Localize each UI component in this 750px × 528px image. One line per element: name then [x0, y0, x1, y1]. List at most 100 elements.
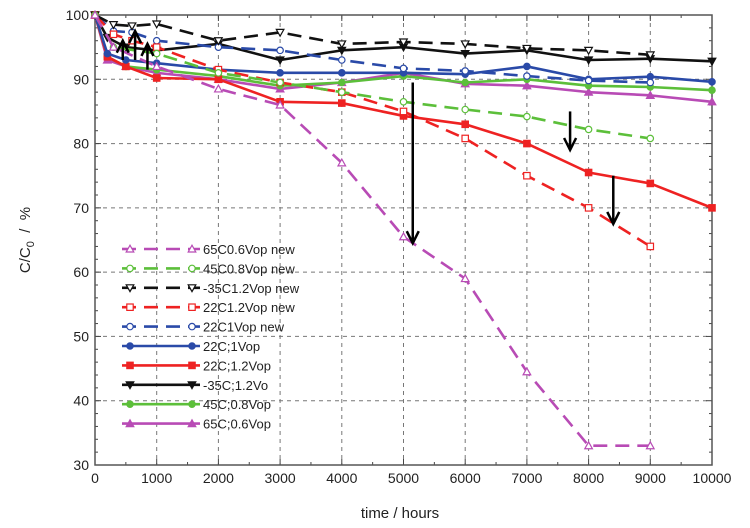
data-point: [646, 134, 655, 143]
y-tick-label: 70: [73, 200, 89, 216]
x-tick-label: 1000: [141, 470, 172, 486]
y-tick-label: 60: [73, 264, 89, 280]
data-point: [338, 99, 346, 107]
x-tick-label: 9000: [635, 470, 666, 486]
legend-label: -35C1.2Vop new: [203, 281, 300, 296]
y-tick-label: 50: [73, 328, 89, 344]
series-line: [94, 14, 651, 84]
data-point: [522, 44, 532, 54]
arrow-down-icon: [606, 175, 621, 227]
y-axis-label: C/C0 / %: [17, 207, 37, 273]
y-tick-label: 40: [73, 393, 89, 409]
data-point: [645, 51, 656, 60]
data-point: [275, 28, 285, 38]
data-point: [461, 105, 470, 114]
annotations: [115, 28, 621, 247]
series--35c1-2vop-new: [90, 11, 656, 60]
data-point: [398, 38, 409, 48]
data-point: [707, 96, 717, 106]
data-point: [125, 418, 135, 428]
data-point: [108, 42, 119, 51]
data-point: [151, 20, 162, 30]
arrow-head: [115, 37, 130, 54]
data-point: [523, 72, 531, 80]
data-point: [460, 40, 471, 49]
legend-entry: 65C0.6Vop new: [122, 242, 295, 257]
legend-label: 22C1.2Vop new: [203, 300, 295, 315]
legend-label: -35C;1.2Vo: [203, 378, 268, 393]
data-point: [522, 366, 532, 376]
legend-label: 45C0.8Vop new: [203, 261, 295, 276]
legend: 65C0.6Vop new 45C0.8Vop new -35C1.2Vop new…: [122, 242, 300, 432]
data-point: [276, 69, 284, 77]
arrow-up-icon: [115, 37, 130, 60]
data-point: [125, 243, 135, 253]
data-point: [188, 322, 196, 331]
data-point: [584, 204, 593, 212]
data-point: [460, 49, 471, 59]
data-point: [337, 88, 346, 96]
legend-label: 65C0.6Vop new: [203, 242, 295, 257]
legend-entry: 65C;0.6Vop: [122, 417, 271, 432]
data-point: [399, 107, 408, 116]
data-point: [188, 303, 196, 312]
plot-frame: [94, 14, 713, 466]
x-axis-label: time / hours: [361, 505, 439, 522]
data-point: [122, 62, 130, 71]
x-tick-label: 7000: [511, 470, 542, 486]
arrow-head: [127, 28, 143, 44]
data-point: [645, 90, 656, 99]
data-point: [126, 264, 134, 273]
data-point: [399, 64, 408, 73]
data-point: [584, 168, 593, 177]
data-point: [275, 56, 285, 66]
x-tick-label: 10000: [693, 470, 732, 486]
data-point: [152, 43, 161, 51]
data-point: [461, 78, 470, 87]
data-point: [152, 36, 161, 45]
data-point: [152, 74, 161, 82]
x-tick-label: 8000: [573, 470, 604, 486]
x-tick-label: 6000: [450, 470, 481, 486]
data-point: [646, 78, 655, 87]
data-point: [523, 139, 531, 148]
data-point: [337, 69, 346, 77]
arrow-head: [405, 230, 420, 247]
data-point: [214, 69, 223, 77]
data-point: [337, 78, 346, 87]
arrow-head: [562, 137, 578, 153]
data-point: [337, 56, 346, 64]
data-point: [708, 86, 716, 95]
data-point: [275, 99, 285, 109]
legend-entry: 22C1Vop new: [122, 320, 285, 335]
data-point: [276, 46, 284, 55]
x-tick-label: 3000: [265, 470, 296, 486]
series-line: [94, 14, 651, 248]
legend-entry: 22C;1.2Vop: [122, 358, 271, 373]
data-point: [126, 342, 134, 350]
data-point: [583, 87, 594, 96]
data-point: [188, 400, 196, 409]
legend-label: 22C1Vop new: [203, 320, 285, 335]
data-point: [213, 37, 224, 46]
legend-label: 45C;0.8Vop: [203, 397, 271, 412]
data-point: [708, 204, 716, 212]
arrow-up-icon: [140, 41, 155, 70]
arrow-head: [140, 41, 155, 57]
x-tick-label: 4000: [326, 470, 357, 486]
data-point: [188, 264, 196, 273]
data-point: [152, 49, 161, 58]
legend-entry: 22C;1Vop: [122, 339, 260, 354]
data-point: [460, 273, 471, 283]
data-point: [103, 49, 112, 58]
legend-entry: -35C;1.2Vo: [122, 378, 268, 393]
data-point: [707, 57, 717, 67]
data-point: [461, 120, 470, 129]
data-point: [126, 322, 134, 331]
data-point: [583, 440, 594, 450]
series-line: [93, 14, 713, 63]
data-point: [398, 231, 409, 241]
data-point: [583, 46, 594, 56]
data-point: [645, 440, 656, 450]
data-point: [188, 342, 196, 350]
